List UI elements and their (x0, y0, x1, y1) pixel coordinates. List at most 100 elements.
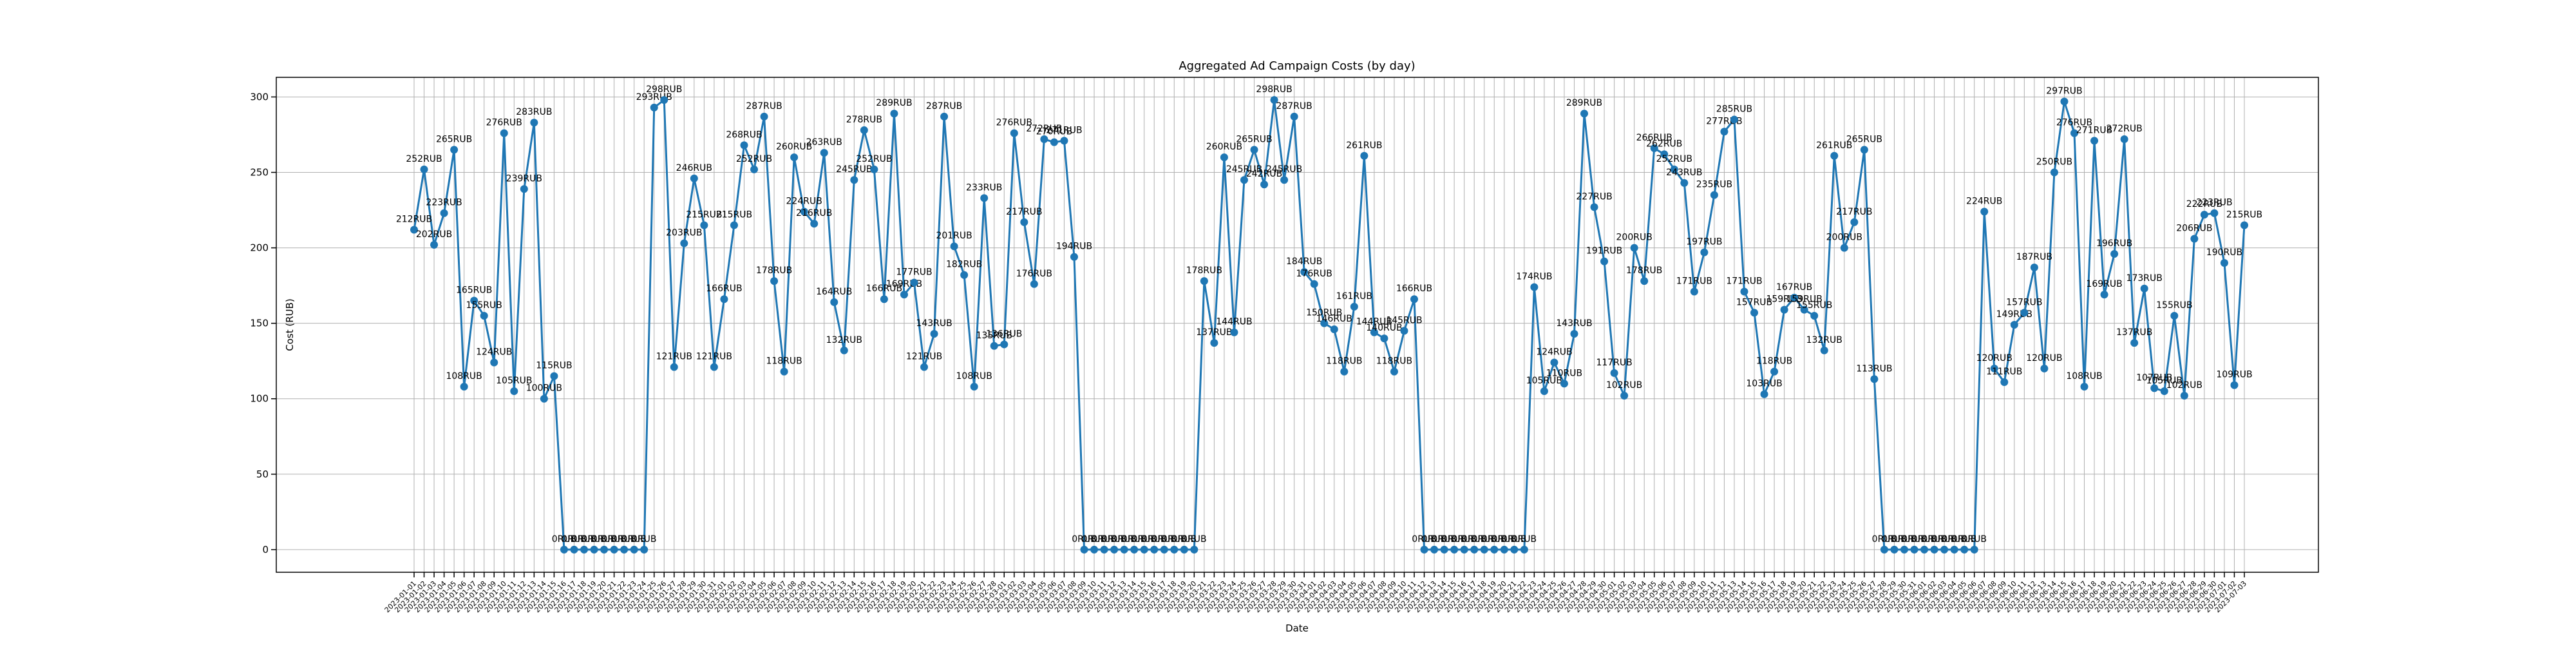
data-label: 287RUB (926, 101, 962, 111)
point (1700, 248, 1709, 256)
point (1300, 268, 1309, 276)
point (2210, 209, 2219, 217)
data-label: 261RUB (1816, 140, 1852, 151)
point (1230, 328, 1238, 336)
point (2000, 378, 2009, 386)
data-label: 271RUB (2076, 125, 2112, 135)
data-label: 102RUB (1606, 380, 1642, 391)
point (1790, 293, 1799, 302)
point (1750, 309, 1759, 317)
data-label: 0RUB (601, 534, 627, 545)
data-label: 239RUB (506, 173, 542, 184)
point (1190, 545, 1198, 554)
point (2050, 168, 2058, 177)
point (430, 240, 439, 249)
point (790, 153, 799, 162)
data-label: 242RUB (1246, 169, 1282, 179)
point (840, 346, 848, 354)
point (1350, 302, 1358, 311)
data-label: 298RUB (1256, 84, 1292, 95)
data-label: 132RUB (1806, 335, 1842, 345)
data-label: 0RUB (562, 534, 587, 545)
point (910, 278, 918, 287)
point (780, 367, 788, 376)
point (570, 545, 578, 554)
data-label: 252RUB (1656, 154, 1692, 164)
data-label: 217RUB (1006, 207, 1042, 217)
point (1270, 96, 1278, 104)
data-label: 260RUB (776, 142, 812, 152)
data-label: 223RUB (2196, 198, 2232, 208)
point (1920, 545, 1929, 554)
point (1860, 146, 1868, 154)
data-label: 178RUB (1626, 266, 1662, 276)
data-label: 233RUB (966, 182, 1002, 193)
point (1220, 153, 1228, 162)
point (990, 342, 998, 350)
point (1210, 339, 1218, 347)
point (1120, 545, 1128, 554)
data-label: 167RUB (1776, 282, 1812, 293)
data-label: 121RUB (906, 352, 942, 362)
data-label: 166RUB (706, 284, 742, 294)
point (2100, 291, 2108, 299)
point (620, 545, 629, 554)
point (660, 96, 668, 104)
data-label: 285RUB (1716, 104, 1752, 115)
data-label: 260RUB (1206, 142, 1242, 152)
data-label: 105RUB (1526, 376, 1562, 386)
point (2240, 221, 2248, 229)
data-label: 124RUB (476, 347, 512, 358)
data-label: 0RUB (1442, 534, 1467, 545)
data-label: 137RUB (1196, 327, 1232, 338)
data-label: 245RUB (1266, 164, 1302, 175)
data-label: 0RUB (1462, 534, 1487, 545)
point (650, 103, 658, 111)
data-label: 287RUB (746, 101, 782, 111)
point (1890, 545, 1899, 554)
data-label: 223RUB (426, 198, 462, 208)
point (1940, 545, 1949, 554)
point (2150, 384, 2159, 392)
point (2020, 309, 2029, 317)
data-label: 115RUB (536, 361, 572, 371)
data-label: 0RUB (1142, 534, 1167, 545)
data-label: 201RUB (936, 231, 972, 241)
data-label: 173RUB (2126, 273, 2163, 284)
data-label: 0RUB (1182, 534, 1207, 545)
data-label: 184RUB (1286, 256, 1322, 267)
data-label: 276RUB (486, 118, 522, 128)
data-label: 190RUB (2206, 247, 2242, 258)
point (820, 149, 828, 157)
data-label: 178RUB (1186, 266, 1222, 276)
point (580, 545, 589, 554)
point (510, 387, 518, 396)
point (1550, 358, 1558, 367)
data-label: 0RUB (1872, 534, 1897, 545)
data-label: 0RUB (582, 534, 607, 545)
y-tick-label: 150 (250, 318, 269, 329)
data-label: 146RUB (1316, 314, 1352, 324)
point (740, 141, 748, 150)
point (1720, 128, 1728, 136)
data-label: 0RUB (1482, 534, 1507, 545)
point (720, 295, 728, 304)
point (1870, 375, 1879, 383)
data-label: 250RUB (2036, 157, 2072, 168)
point (1960, 545, 1969, 554)
y-tick-label: 100 (250, 393, 269, 405)
axes-frame (276, 77, 2319, 573)
data-label: 200RUB (1826, 233, 1862, 243)
data-label: 0RUB (1112, 534, 1137, 545)
point (1560, 380, 1568, 388)
point (1760, 390, 1768, 398)
point (440, 209, 448, 217)
point (970, 383, 978, 391)
data-label: 105RUB (496, 376, 532, 386)
data-label: 266RUB (1636, 133, 1672, 143)
data-label: 0RUB (1952, 534, 1977, 545)
point (950, 242, 958, 251)
data-label: 276RUB (2056, 118, 2092, 128)
point (2170, 311, 2179, 320)
